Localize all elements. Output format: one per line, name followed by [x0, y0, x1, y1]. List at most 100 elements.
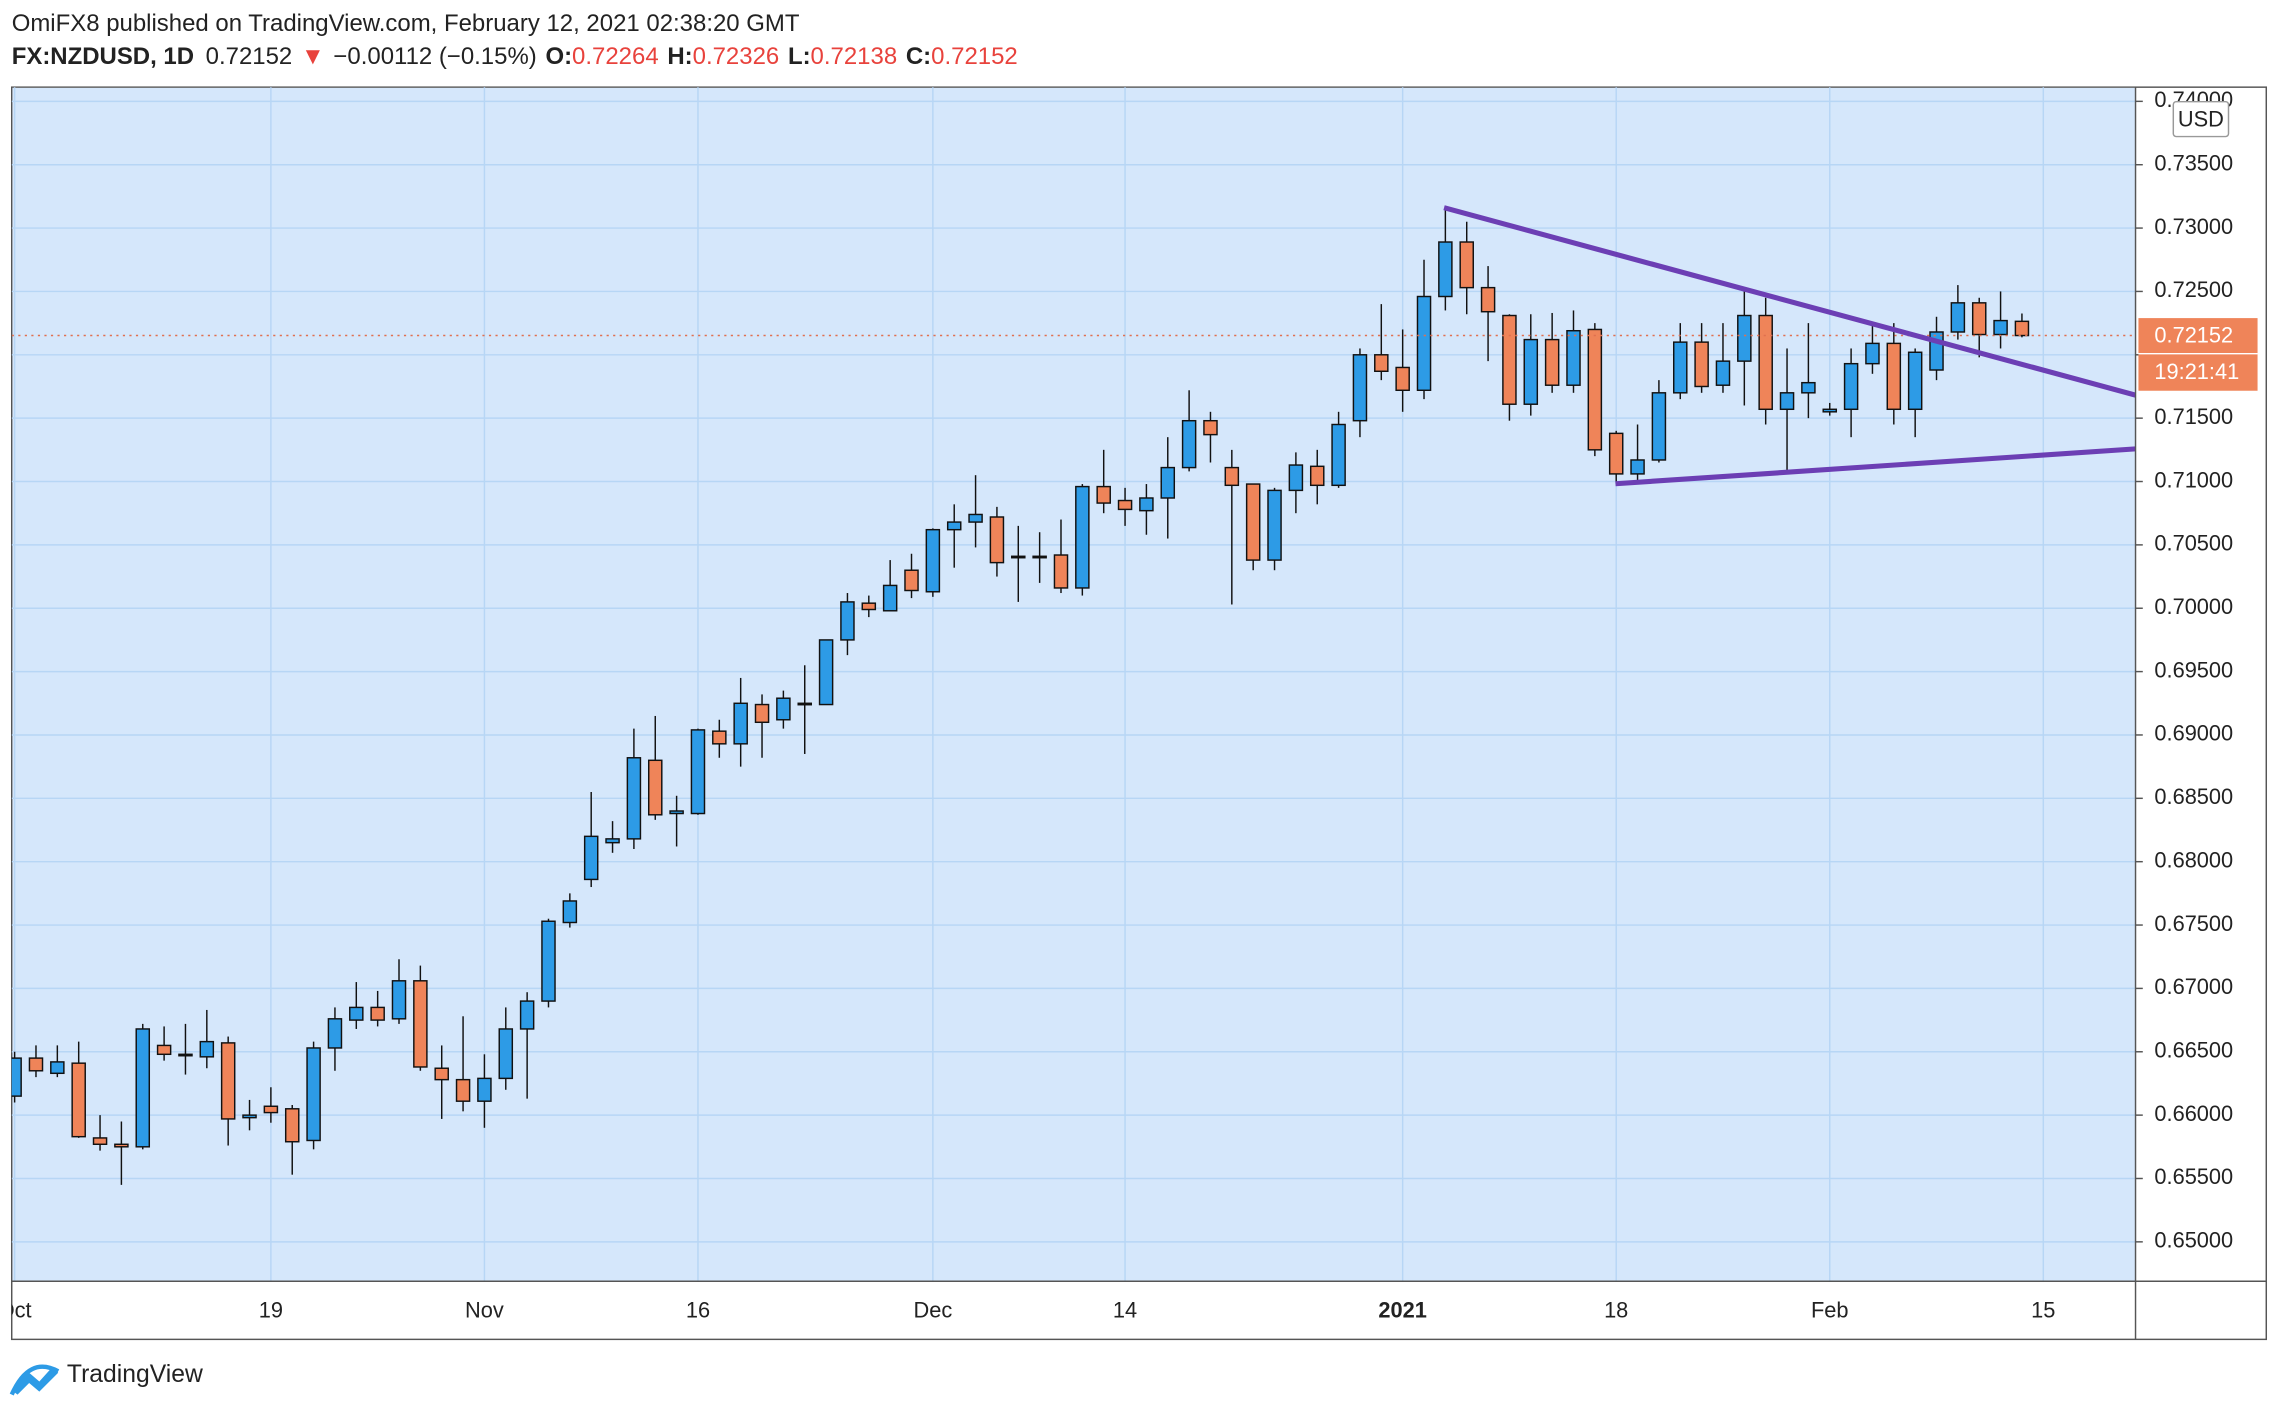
- ohlc-value: 0.72264: [572, 43, 659, 70]
- y-tick-label: 0.71000: [2154, 467, 2233, 492]
- x-axis: Oct 19 Nov 16 Dec 14 2021 18 Feb 15: [12, 1298, 2056, 1323]
- price-box: 0.72152 19:21:41: [2138, 318, 2258, 391]
- candle-body: [882, 584, 898, 612]
- y-tick-label: 0.73500: [2154, 150, 2233, 175]
- candle-body: [1566, 329, 1581, 386]
- candle-body: [797, 702, 813, 706]
- y-tick-label: 0.68000: [2154, 847, 2233, 872]
- candle-body: [562, 900, 578, 924]
- candle-body: [647, 759, 663, 816]
- candle-body: [626, 757, 642, 840]
- currency-box: [2172, 100, 2230, 138]
- candle-body: [1993, 319, 2008, 336]
- candle-body: [284, 1108, 300, 1143]
- candle-body: [1117, 499, 1133, 511]
- candle-body: [1309, 465, 1325, 487]
- candle-body: [690, 729, 706, 815]
- candle-body: [840, 601, 855, 641]
- candle-body: [968, 513, 983, 523]
- candle-body: [605, 838, 620, 844]
- price-label-box: [2138, 318, 2258, 391]
- y-tick-label: 0.69000: [2154, 721, 2233, 746]
- candle-body: [220, 1042, 236, 1120]
- candle-body: [1011, 555, 1026, 559]
- candle-body: [1608, 432, 1624, 475]
- candle-body: [776, 697, 791, 721]
- candle-body: [135, 1028, 151, 1148]
- candle-body: [989, 516, 1005, 564]
- x-tick-label: Nov: [465, 1298, 504, 1323]
- candle-body: [1523, 338, 1539, 405]
- candle-body: [1801, 381, 1816, 394]
- candle-body: [498, 1028, 514, 1080]
- y-tick-label: 0.70000: [2154, 594, 2233, 619]
- candle-body: [1971, 302, 1987, 336]
- y-tick-label: 0.69500: [2154, 657, 2233, 682]
- candle-body: [1587, 328, 1603, 451]
- candle-body: [413, 980, 428, 1068]
- x-tick-label: 19: [259, 1298, 283, 1323]
- candle-body: [519, 1000, 535, 1030]
- ohlc-value: 0.72326: [693, 43, 780, 70]
- logo-mark: [11, 1366, 59, 1395]
- brand-name: TradingView: [67, 1361, 203, 1388]
- candle-body: [1053, 554, 1069, 589]
- candle-body: [1502, 314, 1517, 405]
- x-tick-label: Feb: [1811, 1298, 1849, 1323]
- y-tick-label: 0.67500: [2154, 911, 2233, 936]
- candle-body: [754, 703, 770, 724]
- candle-body: [1694, 341, 1709, 388]
- candle-body: [11, 1057, 22, 1097]
- candle-body: [50, 1061, 65, 1075]
- currency: USD: [2178, 106, 2224, 131]
- candle-body: [1544, 338, 1560, 386]
- candle-body: [156, 1044, 172, 1056]
- x-tick-label: 15: [2031, 1298, 2055, 1323]
- candle-body: [1758, 314, 1773, 411]
- y-tick-label: 0.71500: [2154, 404, 2233, 429]
- ohlc-label: H:: [667, 43, 692, 70]
- change: −0.00112 (−0.15%): [333, 43, 536, 70]
- candle-body: [1267, 489, 1282, 561]
- candle-body: [1416, 295, 1432, 392]
- x-tick-label: 14: [1113, 1298, 1137, 1323]
- candle-body: [1843, 362, 1859, 411]
- candle-body: [946, 521, 962, 531]
- logo-mark: [9, 1364, 60, 1396]
- candle-body: [1715, 360, 1731, 386]
- x-tick-label: 2021: [1378, 1298, 1426, 1323]
- candle-body: [1822, 408, 1838, 413]
- candle-body: [1438, 241, 1453, 298]
- candle-body: [1865, 342, 1880, 365]
- candle-body: [1907, 351, 1923, 411]
- y-tick-label: 0.70500: [2154, 531, 2233, 556]
- candle-body: [1096, 485, 1111, 504]
- brand-logo: [9, 1364, 60, 1396]
- y-tick-label: 0.66000: [2154, 1101, 2233, 1126]
- candle-body: [861, 602, 877, 611]
- candle-body: [434, 1067, 449, 1081]
- y-tick-label: 0.66500: [2154, 1038, 2233, 1063]
- candle-body: [327, 1018, 343, 1049]
- legend-line: FX:NZDUSD, 1D 0.72152 ▼ −0.00112 (−0.15%) O:…: [12, 43, 1018, 70]
- candle-body: [1374, 354, 1389, 372]
- candle-body: [1480, 286, 1496, 313]
- candle-body: [541, 920, 556, 1002]
- candle-body: [391, 980, 407, 1020]
- ohlc-value: 0.72152: [931, 43, 1018, 70]
- candle-body: [1651, 392, 1667, 461]
- candle-body: [199, 1040, 215, 1058]
- plot-area: [12, 87, 2136, 1282]
- candle-body: [477, 1077, 492, 1102]
- candles-layer: [11, 209, 2136, 1185]
- candle-body: [925, 528, 941, 593]
- ohlc-label: L:: [788, 43, 811, 70]
- candle-body: [1331, 423, 1346, 487]
- price-label: 0.72152: [2154, 323, 2233, 348]
- y-tick-label: 0.72500: [2154, 277, 2233, 302]
- candle-body: [1673, 341, 1688, 394]
- y-tick-label: 0.73000: [2154, 214, 2233, 239]
- change-arrow: ▼: [301, 43, 325, 70]
- candle-body: [1203, 419, 1218, 436]
